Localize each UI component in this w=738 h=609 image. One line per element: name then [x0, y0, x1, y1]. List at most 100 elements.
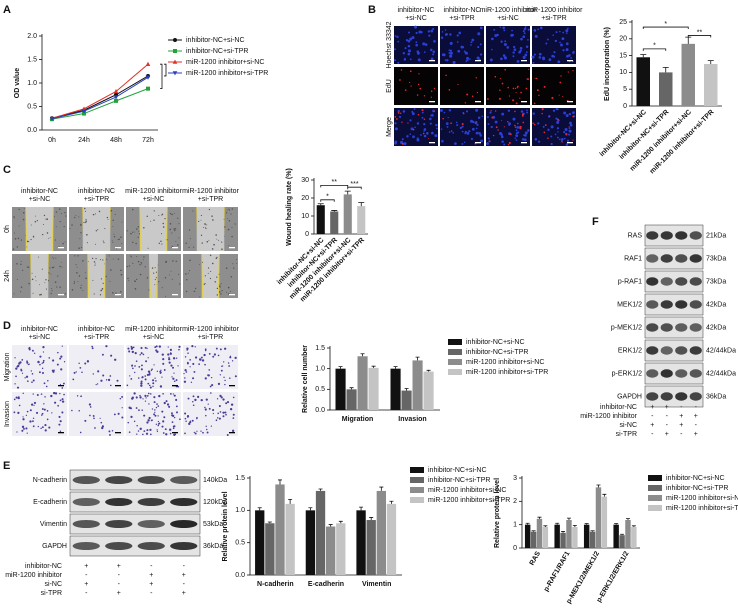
treatment-sign: + [84, 563, 88, 570]
cell-dot [515, 102, 518, 105]
cell-dot [28, 282, 30, 285]
error-bar [596, 484, 601, 488]
cell-dot [134, 288, 137, 290]
cell-dot [430, 96, 433, 98]
cell-dot [227, 286, 230, 289]
cell-dot [217, 412, 219, 415]
blot-strip [644, 316, 704, 339]
wound-edge [222, 206, 225, 252]
cell-dot [139, 427, 142, 431]
cell-dot [412, 135, 415, 139]
cell-dot [563, 137, 566, 140]
cell-dot [22, 416, 24, 418]
panel-label: D [3, 320, 11, 332]
row-label: Migration [4, 353, 11, 382]
cell-dot [185, 273, 187, 275]
x-tick-label: p-RAF1/RAF1 [543, 550, 572, 593]
cell-dot [61, 400, 65, 403]
cell-dot [137, 236, 139, 238]
cell-dot [224, 411, 227, 414]
cell-dot [46, 418, 49, 421]
cell-dot [465, 110, 469, 113]
cell-dot [17, 411, 20, 415]
blot-band [675, 346, 688, 355]
cell-dot [428, 137, 430, 140]
wound-gap [196, 207, 225, 251]
cell-dot [99, 417, 101, 419]
blot-band [689, 300, 702, 309]
cell-dot [551, 96, 554, 100]
error-bar [631, 525, 636, 527]
band-size: 140kDa [203, 477, 227, 484]
blot-strip [644, 224, 704, 247]
cell-dot [203, 283, 206, 285]
cell-dot [213, 353, 216, 356]
cell-dot [47, 379, 49, 382]
cell-dot [128, 350, 131, 353]
cell-dot [205, 425, 207, 428]
blot-strip [69, 469, 201, 491]
cell-dot [146, 215, 148, 218]
cell-dot [199, 358, 202, 361]
scale-bar [567, 142, 573, 144]
treatment-sign: - [118, 572, 121, 579]
cell-dot [136, 424, 138, 427]
bar [613, 524, 619, 548]
cell-dot [525, 51, 528, 54]
cell-dot [211, 248, 214, 250]
cell-dot [423, 130, 425, 132]
cell-dot [23, 427, 25, 430]
blot-strip [69, 491, 201, 513]
cell-dot [145, 432, 149, 435]
cell-dot [63, 225, 65, 228]
cell-dot [435, 123, 438, 127]
cell-dot [171, 278, 173, 280]
cell-dot [218, 417, 221, 420]
wound-gap [25, 207, 54, 251]
cell-dot [185, 371, 188, 373]
cell-dot [52, 266, 55, 269]
cell-dot [80, 232, 82, 234]
cell-dot [448, 89, 451, 91]
cell-dot [411, 36, 415, 40]
scale-bar [429, 101, 435, 103]
cell-dot [174, 229, 176, 232]
cell-dot [194, 346, 196, 348]
cell-dot [38, 256, 40, 258]
cell-dot [20, 291, 22, 293]
cell-dot [481, 115, 483, 118]
cell-dot [134, 280, 136, 283]
cell-dot [58, 415, 61, 418]
cell-dot [558, 138, 561, 141]
cell-dot [210, 392, 212, 394]
cell-dot [497, 129, 499, 131]
cell-dot [141, 376, 144, 379]
cell-dot [461, 46, 465, 49]
cell-dot [27, 363, 30, 366]
cell-dot [404, 89, 407, 91]
cell-dot [50, 292, 52, 295]
cell-dot [60, 213, 62, 215]
cell-dot [82, 260, 84, 262]
band-label: RAF1 [624, 255, 642, 262]
blot-band [170, 520, 198, 528]
cell-dot [139, 273, 142, 276]
cell-dot [46, 218, 49, 221]
cell-dot [136, 433, 138, 435]
cell-dot [61, 345, 63, 347]
treatment-sign: - [666, 422, 669, 429]
cell-dot [207, 374, 210, 377]
cell-dot [172, 414, 175, 417]
cell-dot [161, 410, 164, 413]
cell-dot [422, 42, 426, 46]
y-tick-label: 0.0 [27, 127, 37, 134]
cell-dot [41, 412, 44, 415]
cell-dot [25, 414, 28, 417]
column-label: miR-1200 inhibitor [526, 7, 583, 14]
cell-dot [14, 237, 17, 240]
cell-dot [28, 363, 30, 365]
cell-dot [572, 139, 574, 141]
cell-dot [114, 213, 116, 216]
cell-dot [45, 279, 47, 281]
cell-dot [433, 110, 436, 112]
